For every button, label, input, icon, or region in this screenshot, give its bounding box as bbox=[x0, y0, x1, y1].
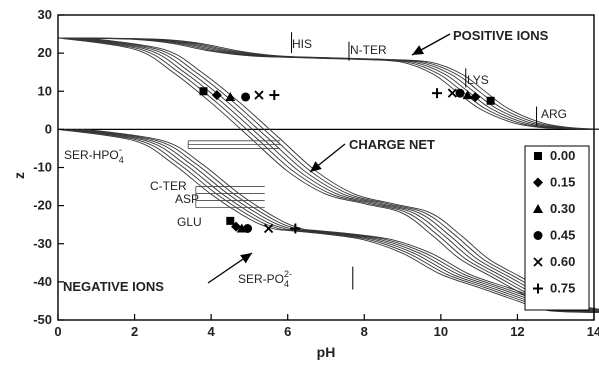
net-curve-0 bbox=[57, 37, 595, 313]
y-tick-label: -30 bbox=[33, 236, 52, 251]
positive-marker2-circle bbox=[455, 88, 465, 98]
positive-marker2-triangle bbox=[462, 90, 473, 100]
positive-marker2-diamond bbox=[470, 91, 481, 102]
positive-ions-arrow-head bbox=[412, 45, 425, 55]
positive-marker-circle bbox=[241, 92, 251, 102]
negative-marker-square bbox=[226, 216, 235, 225]
legend-marker-circle bbox=[533, 231, 543, 240]
y-tick-label: 0 bbox=[45, 121, 52, 136]
net-curve-5 bbox=[86, 37, 599, 310]
positive-marker-diamond bbox=[211, 90, 222, 101]
label-glu: GLU bbox=[177, 215, 202, 229]
net-curve-2 bbox=[69, 37, 599, 312]
x-tick-label: 10 bbox=[434, 324, 448, 339]
legend-label: 0.15 bbox=[550, 175, 575, 190]
label-arg: ARG bbox=[541, 107, 567, 121]
y-tick-label: 10 bbox=[38, 83, 52, 98]
y-axis-title: z bbox=[11, 172, 27, 179]
negative-curve-1 bbox=[63, 128, 599, 313]
legend-marker-diamond bbox=[533, 177, 543, 188]
negative-marker-circle bbox=[243, 224, 253, 233]
legend-marker-x bbox=[533, 257, 543, 267]
label-charge-net: CHARGE NET bbox=[349, 137, 435, 152]
label-cter: C-TER bbox=[150, 179, 187, 193]
legend-label: 0.30 bbox=[550, 201, 575, 216]
negative-marker-diamond bbox=[231, 221, 242, 232]
net-curve-3 bbox=[75, 37, 599, 312]
y-tick-label: -20 bbox=[33, 198, 52, 213]
negative-marker-x bbox=[263, 223, 274, 234]
annotations: HIS N-TER LYS ARG POSITIVE IONS CHARGE N… bbox=[63, 28, 567, 294]
legend-label: 0.60 bbox=[550, 254, 575, 269]
label-ser-po4: SER-PO42- bbox=[238, 269, 292, 289]
x-tick-label: 6 bbox=[284, 324, 291, 339]
positive-marker2-x bbox=[447, 88, 457, 98]
legend: 0.00 0.15 0.30 0.45 0.60 0.75 bbox=[524, 145, 590, 311]
label-positive-ions: POSITIVE IONS bbox=[453, 28, 549, 43]
y-tick-label: -40 bbox=[33, 274, 52, 289]
positive-marker-triangle bbox=[225, 91, 236, 101]
legend-label: 0.75 bbox=[550, 281, 575, 296]
positive-marker-x bbox=[254, 90, 264, 100]
plot-frame bbox=[57, 14, 595, 321]
positive-curve-5 bbox=[86, 37, 599, 130]
x-tick-label: 2 bbox=[131, 324, 138, 339]
x-tick-label: 4 bbox=[208, 324, 216, 339]
ser-po4-sup: 2- bbox=[284, 269, 292, 279]
y-tick-label: 20 bbox=[38, 45, 52, 60]
y-tick-label: -10 bbox=[33, 160, 52, 175]
y-tick-label: 30 bbox=[38, 7, 52, 22]
legend-label: 0.00 bbox=[550, 148, 575, 163]
legend-label: 0.45 bbox=[550, 228, 575, 243]
label-lys: LYS bbox=[467, 73, 489, 87]
x-tick-label: 14 bbox=[587, 324, 599, 339]
x-tick-label: 8 bbox=[361, 324, 368, 339]
label-asp: ASP bbox=[175, 192, 199, 206]
positive-curve-0 bbox=[57, 37, 595, 130]
label-ser-hpo4: SER-HPO4- bbox=[64, 145, 124, 165]
negative-curve-0 bbox=[57, 128, 595, 313]
x-axis-title: pH bbox=[317, 344, 336, 360]
positive-marker2-square bbox=[486, 96, 495, 105]
positive-curve-1 bbox=[63, 37, 599, 130]
negative-curve-2 bbox=[69, 128, 599, 313]
plot-area bbox=[57, 32, 599, 313]
x-tick-label: 0 bbox=[54, 324, 61, 339]
positive-marker-square bbox=[199, 87, 208, 96]
negative-curve-3 bbox=[75, 128, 599, 313]
legend-marker-square bbox=[534, 152, 542, 160]
negative-ions-arrow-head bbox=[240, 253, 252, 264]
ser-hpo4-sup: - bbox=[119, 145, 122, 156]
legend-box bbox=[524, 145, 590, 311]
net-curve-1 bbox=[63, 37, 599, 313]
y-tick-label: -50 bbox=[33, 312, 52, 327]
label-nter: N-TER bbox=[350, 43, 387, 57]
net-curve-4 bbox=[80, 37, 599, 311]
positive-curve-2 bbox=[69, 37, 599, 130]
x-tick-label: 12 bbox=[510, 324, 524, 339]
ser-po4-sub: 4 bbox=[284, 279, 289, 289]
charge-net-arrow-head bbox=[310, 161, 322, 172]
label-negative-ions: NEGATIVE IONS bbox=[63, 279, 164, 294]
ser-hpo4-sub: 4 bbox=[119, 155, 124, 165]
label-his: HIS bbox=[292, 37, 312, 51]
legend-marker-triangle bbox=[533, 204, 543, 213]
